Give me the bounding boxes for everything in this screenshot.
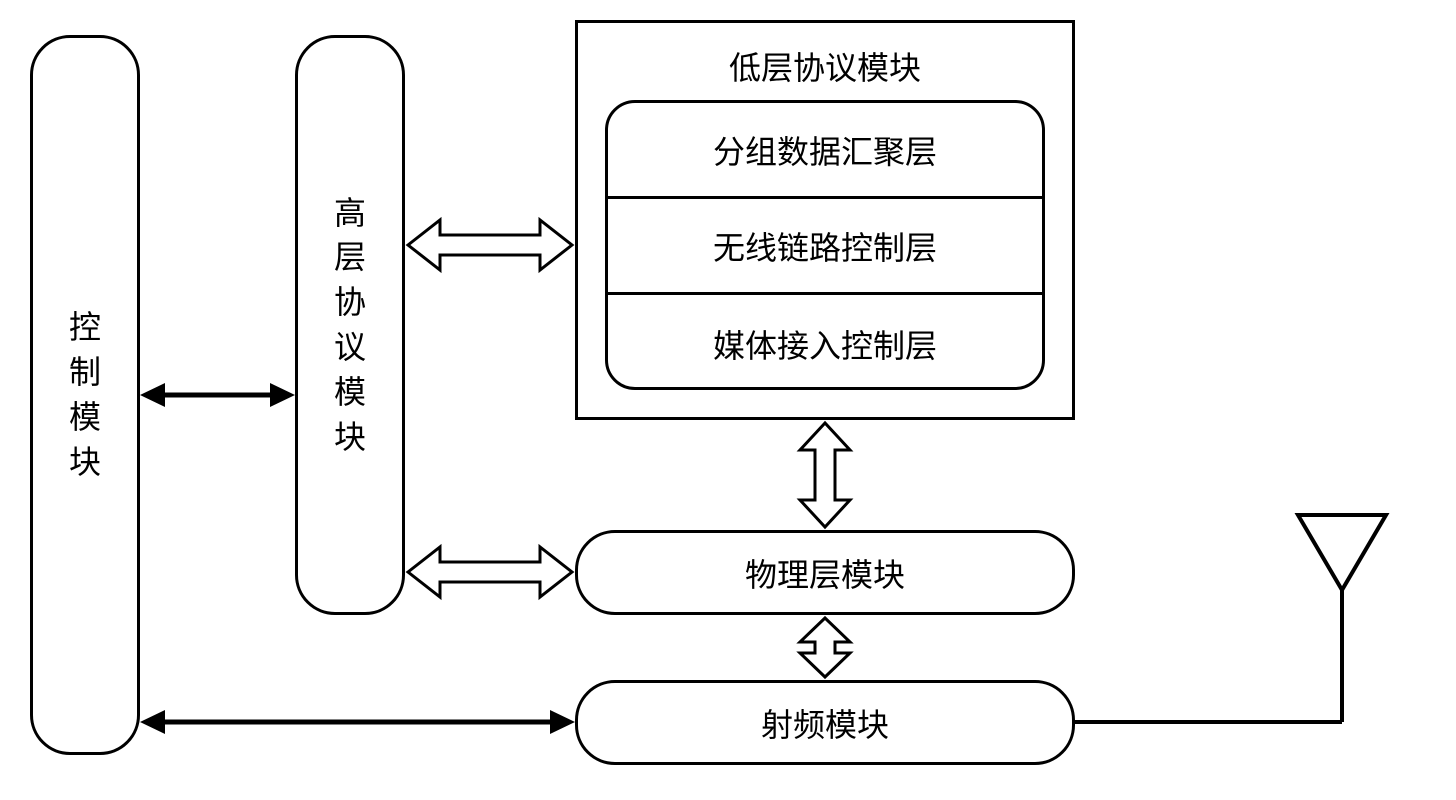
arrow-high-to-phys (408, 547, 572, 597)
arrow-low-to-phys (800, 423, 850, 527)
antenna-icon (1298, 515, 1386, 722)
stack-row-rlc: 无线链路控制层 (608, 199, 1042, 295)
low-protocol-title: 低层协议模块 (578, 43, 1072, 89)
arrow-control-to-rf (140, 710, 575, 734)
rf-module-box: 射频模块 (575, 680, 1075, 765)
stack-row-pdcp: 分组数据汇聚层 (608, 103, 1042, 199)
control-module-box: 控 制 模 块 (30, 35, 140, 755)
control-module-label: 控 制 模 块 (69, 305, 101, 484)
high-protocol-module-box: 高 层 协 议 模 块 (295, 35, 405, 615)
high-protocol-module-label: 高 层 协 议 模 块 (334, 191, 366, 460)
stack-row-mac: 媒体接入控制层 (608, 295, 1042, 390)
arrow-phys-to-rf (800, 618, 850, 677)
arrow-control-to-high (140, 383, 295, 407)
physical-layer-label: 物理层模块 (745, 550, 905, 596)
physical-layer-box: 物理层模块 (575, 530, 1075, 615)
rf-module-label: 射频模块 (761, 700, 889, 746)
arrow-high-to-low (408, 220, 572, 270)
protocol-stack-box: 分组数据汇聚层 无线链路控制层 媒体接入控制层 (605, 100, 1045, 390)
